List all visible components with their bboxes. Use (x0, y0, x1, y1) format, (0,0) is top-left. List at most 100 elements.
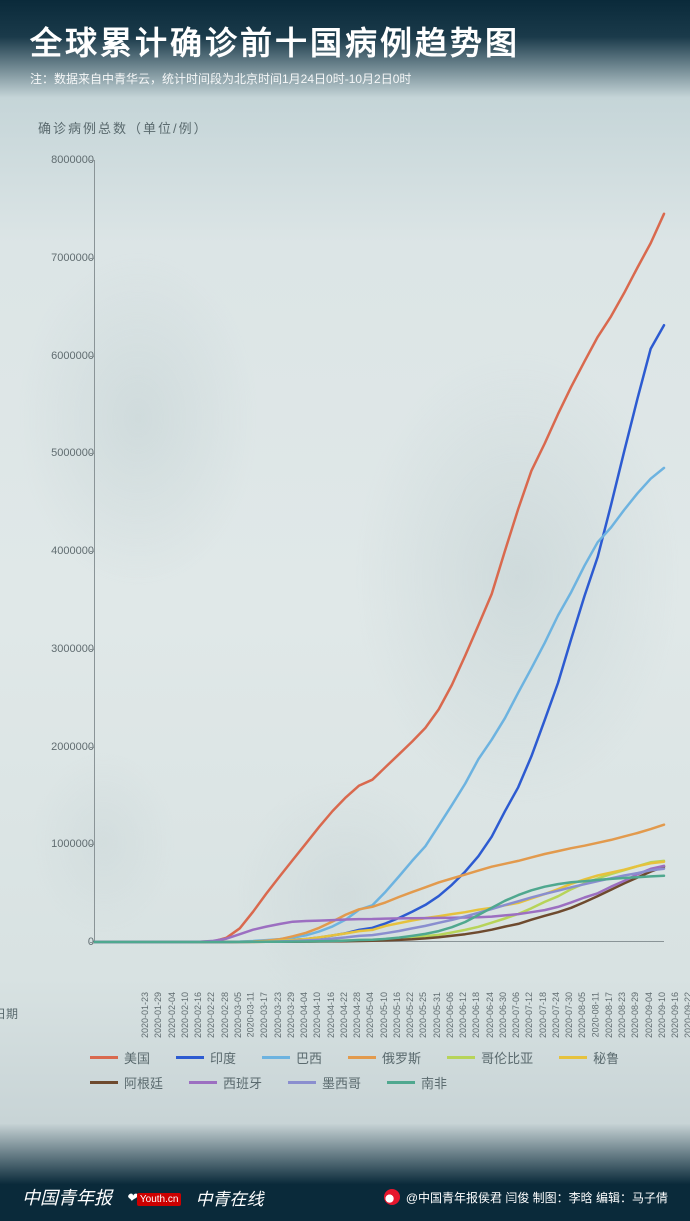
footer: 中国青年报 ❤Youth.cn 中青在线 @中国青年报侯君 闫俊 制图：李晗 编… (0, 1173, 690, 1221)
x-tick-label: 2020-02-16 (193, 992, 203, 1038)
y-tick-label: 8000000 (36, 154, 94, 166)
y-tick (90, 551, 94, 552)
legend-label: 阿根廷 (124, 1073, 163, 1092)
x-tick-label: 2020-03-23 (273, 992, 283, 1038)
legend-item: 俄罗斯 (348, 1048, 421, 1067)
x-tick-label: 2020-02-22 (206, 992, 216, 1038)
y-tick-label: 5000000 (36, 447, 94, 459)
x-tick-label: 2020-03-29 (286, 992, 296, 1038)
x-tick-label: 2020-04-16 (326, 992, 336, 1038)
y-tick-label: 6000000 (36, 350, 94, 362)
x-tick-label: 2020-05-10 (379, 992, 389, 1038)
x-tick-label: 2020-04-04 (299, 992, 309, 1038)
header: 全球累计确诊前十国病例趋势图 注：数据来自中青华云，统计时间段为北京时间1月24… (0, 0, 690, 99)
x-tick-label: 2020-06-30 (498, 992, 508, 1038)
x-tick-label: 2020-03-11 (245, 992, 255, 1037)
logo-youth: ❤Youth.cn (126, 1189, 181, 1206)
y-tick (90, 747, 94, 748)
legend-item: 秘鲁 (559, 1048, 619, 1067)
legend-item: 阿根廷 (90, 1073, 163, 1092)
series-line-哥伦比亚 (94, 861, 664, 942)
x-tick-label: 2020-07-24 (551, 992, 561, 1038)
x-tick-label: 2020-01-23 (140, 992, 150, 1038)
x-tick-label: 2020-05-16 (392, 992, 402, 1038)
legend-item: 印度 (176, 1048, 236, 1067)
x-tick-label: 2020-08-23 (617, 992, 627, 1038)
y-tick-label: 0 (36, 936, 94, 948)
legend-swatch (387, 1081, 415, 1085)
legend-swatch (90, 1081, 118, 1085)
legend-label: 秘鲁 (593, 1048, 619, 1067)
legend-swatch (176, 1056, 204, 1060)
y-tick-label: 7000000 (36, 252, 94, 264)
legend-label: 俄罗斯 (382, 1048, 421, 1067)
series-line-印度 (94, 325, 664, 942)
legend-label: 巴西 (296, 1048, 322, 1067)
logo-cyb: 中国青年报 (22, 1184, 112, 1210)
y-tick-label: 2000000 (36, 741, 94, 753)
legend-item: 哥伦比亚 (447, 1048, 533, 1067)
logo-zqzx: 中青在线 (195, 1185, 263, 1210)
legend-swatch (90, 1056, 118, 1060)
y-tick-label: 4000000 (36, 545, 94, 557)
x-tick-label: 2020-05-04 (365, 992, 375, 1038)
legend-swatch (288, 1081, 316, 1085)
x-tick-label: 2020-03-05 (233, 992, 243, 1038)
x-tick-label: 2020-08-29 (631, 992, 641, 1038)
legend-label: 哥伦比亚 (481, 1048, 533, 1067)
x-tick-label: 2020-03-17 (259, 992, 269, 1038)
x-tick-label: 2020-02-10 (180, 992, 190, 1038)
x-tick-label: 2020-07-12 (524, 992, 534, 1038)
x-tick-label: 2020-09-10 (657, 992, 667, 1038)
x-tick-label: 2020-08-17 (604, 992, 614, 1038)
x-tick-label: 2020-04-10 (312, 992, 322, 1038)
x-tick-label: 2020-08-05 (577, 992, 587, 1038)
legend-item: 南非 (387, 1073, 447, 1092)
y-tick (90, 258, 94, 259)
legend-item: 墨西哥 (288, 1073, 361, 1092)
x-tick-label: 2020-05-25 (418, 992, 428, 1038)
chart-lines (94, 160, 664, 942)
legend-swatch (447, 1056, 475, 1060)
legend-swatch (262, 1056, 290, 1060)
x-tick-label: 2020-05-22 (405, 992, 415, 1038)
legend-item: 美国 (90, 1048, 150, 1067)
y-tick (90, 942, 94, 943)
y-tick (90, 453, 94, 454)
legend-label: 印度 (210, 1048, 236, 1067)
page-subtitle: 注：数据来自中青华云，统计时间段为北京时间1月24日0时-10月2日0时 (30, 70, 670, 87)
x-tick-label: 2020-07-06 (511, 992, 521, 1038)
y-tick (90, 160, 94, 161)
y-tick (90, 649, 94, 650)
x-tick-label: 2020-02-28 (220, 992, 230, 1038)
legend-label: 西班牙 (223, 1073, 262, 1092)
legend: 美国 印度 巴西 俄罗斯 哥伦比亚 秘鲁阿根廷 西班牙 墨西哥 南非 (90, 1048, 660, 1092)
footer-logos: 中国青年报 ❤Youth.cn 中青在线 (22, 1184, 263, 1210)
plot-area (94, 160, 664, 942)
x-tick-label: 2020-09-22 (684, 992, 690, 1038)
legend-label: 南非 (421, 1073, 447, 1092)
x-tick-label: 2020-04-28 (352, 992, 362, 1038)
x-tick-label: 2020-09-04 (644, 992, 654, 1038)
page-title: 全球累计确诊前十国病例趋势图 (30, 18, 670, 64)
x-tick-label: 2020-06-12 (458, 992, 468, 1038)
y-axis-title: 确诊病例总数（单位/例） (38, 118, 209, 137)
legend-item: 西班牙 (189, 1073, 262, 1092)
x-tick-label: 2020-06-18 (471, 992, 481, 1038)
y-tick (90, 356, 94, 357)
x-axis-title: 日期 (0, 1005, 18, 1022)
legend-item: 巴西 (262, 1048, 322, 1067)
credit-text: @中国青年报侯君 闫俊 制图：李晗 编辑：马子倩 (406, 1189, 668, 1206)
x-tick-label: 2020-09-16 (670, 992, 680, 1038)
chart-container: 日期 0100000020000003000000400000050000006… (30, 150, 670, 1030)
y-tick-label: 1000000 (36, 838, 94, 850)
y-tick-label: 3000000 (36, 643, 94, 655)
x-tick-label: 2020-06-24 (485, 992, 495, 1038)
legend-label: 墨西哥 (322, 1073, 361, 1092)
footer-credit: @中国青年报侯君 闫俊 制图：李晗 编辑：马子倩 (384, 1189, 668, 1206)
y-tick (90, 844, 94, 845)
legend-swatch (189, 1081, 217, 1085)
series-line-秘鲁 (94, 862, 664, 942)
x-tick-label: 2020-07-18 (538, 992, 548, 1038)
x-tick-label: 2020-05-31 (432, 992, 442, 1038)
